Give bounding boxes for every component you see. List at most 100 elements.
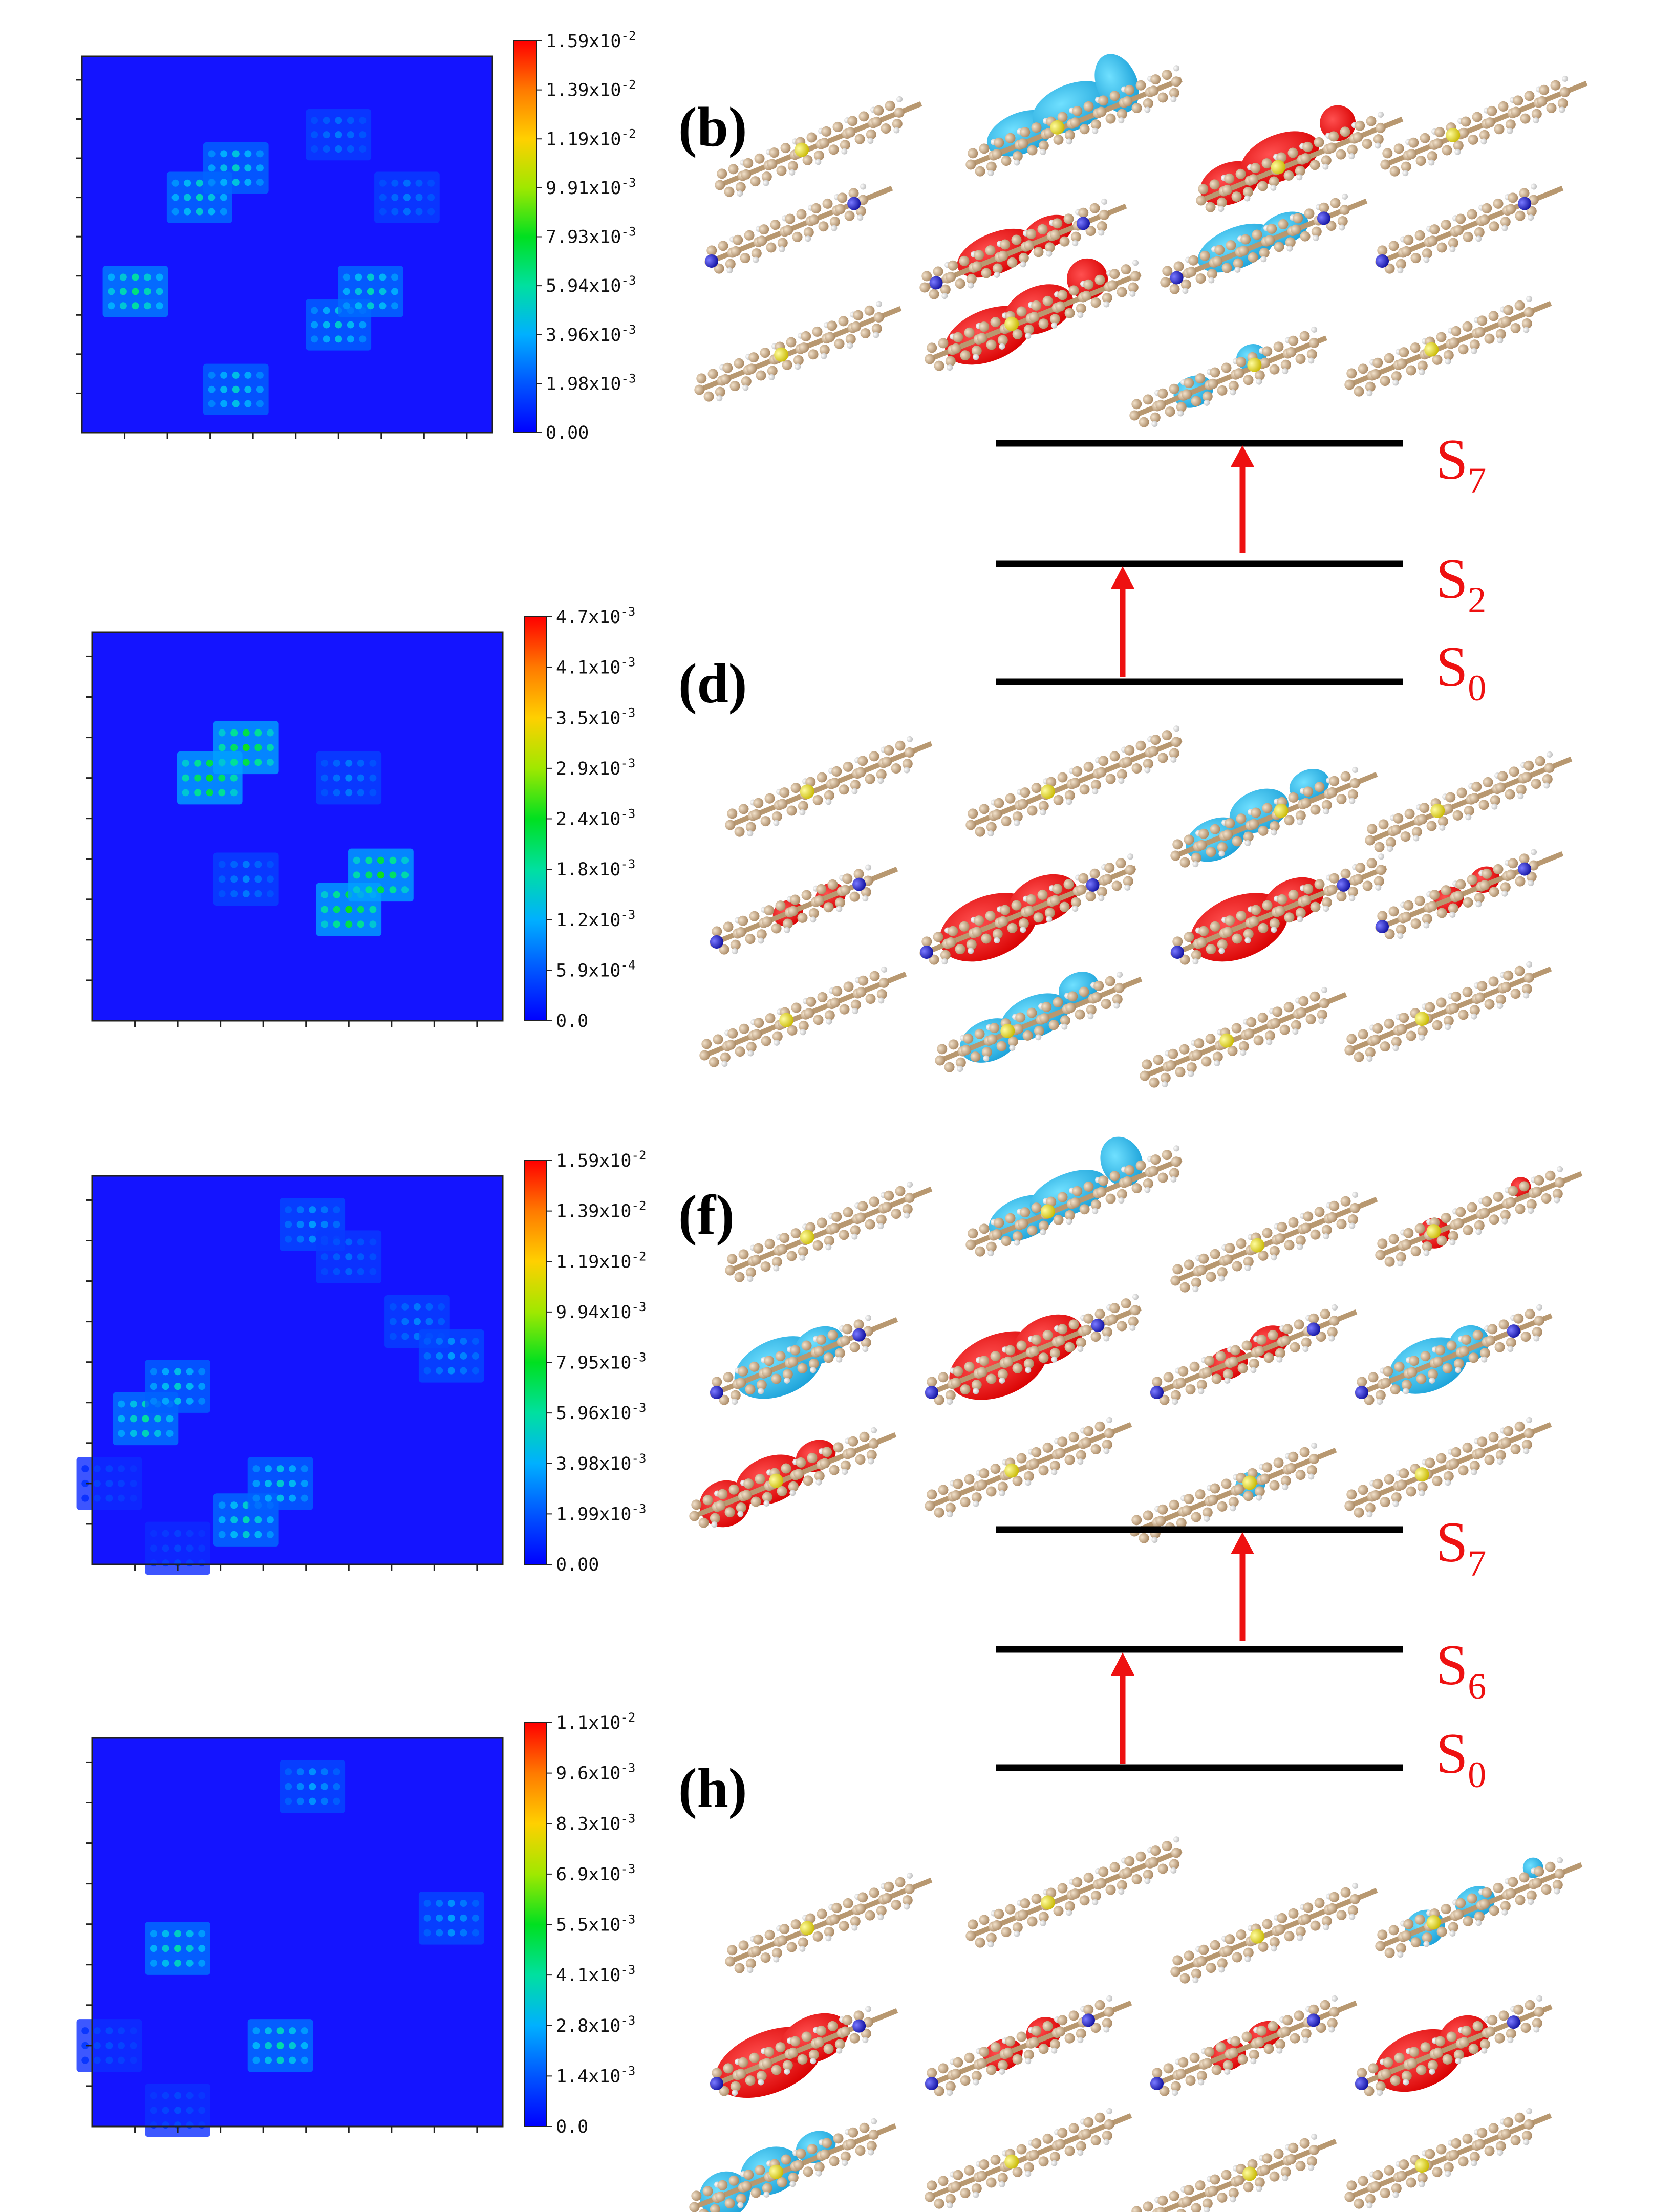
hydrogen-atom [1375,142,1381,149]
carbon-atom [1037,224,1048,234]
hotspot-cell [460,1338,467,1345]
hotspot-cell [389,871,397,879]
carbon-atom [1510,1444,1521,1455]
hotspot-cell [244,371,252,379]
hydrogen-atom [947,1511,953,1518]
hydrogen-atom [941,293,948,299]
carbon-atom [1406,365,1416,376]
carbon-atom [1171,76,1182,87]
carbon-atom [1131,1515,1142,1526]
carbon-atom [1451,991,1462,1002]
carbon-atom [1117,1189,1127,1199]
molecule [1344,295,1552,397]
carbon-atom [1104,863,1115,873]
carbon-atom [1269,1480,1280,1491]
carbon-atom [1302,141,1313,152]
carbon-atom [945,356,956,367]
carbon-atom [1057,1883,1068,1894]
carbon-atom [821,126,832,137]
carbon-atom [1436,2144,1447,2155]
carbon-atom [1031,2138,1042,2149]
carbon-atom [1038,140,1049,151]
hotspot-cell [149,1383,157,1390]
carbon-atom [1485,117,1495,128]
carbon-atom [1288,1451,1299,1462]
carbon-atom [1406,1486,1416,1497]
carbon-atom [855,767,866,778]
sulfur-atom [1250,1238,1265,1253]
hydrogen-atom [799,1945,806,1952]
carbon-atom [803,227,814,238]
hotspot-cell [333,906,340,913]
hydrogen-atom [1118,1888,1125,1895]
carbon-atom [970,1051,981,1062]
hydrogen-atom [805,235,811,242]
carbon-atom [1076,884,1087,895]
carbon-atom [873,312,884,323]
heatmap-hotspot [418,1329,484,1383]
molecule [1375,849,1564,939]
carbon-atom [1357,2068,1367,2078]
carbon-atom [806,132,817,143]
hydrogen-atom [821,353,827,359]
carbon-atom [1260,1473,1271,1484]
carbon-atom [1422,1932,1432,1943]
hotspot-cell [333,1797,340,1805]
carbon-atom [1434,127,1445,138]
carbon-atom [1427,1369,1438,1380]
carbon-atom [1150,74,1161,85]
carbon-atom [817,1908,827,1919]
hydrogen-atom [947,2202,953,2209]
carbon-atom [1435,2036,1446,2047]
molecule [1131,2133,1337,2212]
carbon-atom [981,933,992,944]
carbon-atom [1248,174,1259,185]
carbon-atom [1202,391,1213,402]
hotspot-cell [391,288,399,295]
carbon-atom [1388,1234,1399,1244]
carbon-atom [845,334,856,345]
carbon-atom [725,1265,736,1276]
carbon-atom [992,263,1003,274]
carbon-atom [1234,1484,1244,1495]
carbon-atom [839,784,849,795]
carbon-atom [1093,980,1104,991]
hydrogen-atom [1256,2185,1262,2192]
hydrogen-atom [1192,861,1199,868]
carbon-atom [1117,287,1127,297]
hotspot-cell [447,1929,455,1937]
hydrogen-atom [994,271,1000,278]
carbon-atom [1373,876,1384,887]
carbon-atom [1196,840,1207,850]
carbon-atom [1029,2037,1040,2048]
colorbar-tick-label: 1.2x10-3 [556,908,635,931]
carbon-atom [1327,1903,1338,1914]
carbon-atom [725,1039,736,1050]
carbon-atom [951,1377,961,1388]
carbon-atom [1211,2065,1222,2075]
hydrogen-atom [1349,1914,1356,1920]
carbon-atom [1366,858,1377,869]
carbon-atom [934,1507,944,1518]
colorbar-tick-label: 4.1x10-3 [556,1963,635,1986]
hotspot-cell [118,1430,125,1437]
carbon-atom [722,362,733,373]
carbon-atom [1368,2063,1379,2074]
carbon-atom [925,354,935,364]
carbon-atom [1383,1366,1393,1377]
carbon-atom [797,2054,808,2065]
hotspot-cell [300,2042,308,2049]
hydrogen-atom [1397,1260,1404,1267]
hotspot-cell [460,1367,467,1375]
carbon-atom [1446,1340,1457,1351]
carbon-atom [1029,1346,1040,1357]
hydrogen-atom [1526,2108,1533,2114]
hotspot-cell [105,2027,113,2035]
hotspot-cell [218,744,226,751]
carbon-atom [1179,954,1190,965]
carbon-atom [798,1246,808,1257]
hotspot-cell [436,1929,443,1937]
hydrogen-atom [1465,814,1472,821]
carbon-atom [1534,2006,1544,2017]
carbon-atom [953,1478,963,1489]
